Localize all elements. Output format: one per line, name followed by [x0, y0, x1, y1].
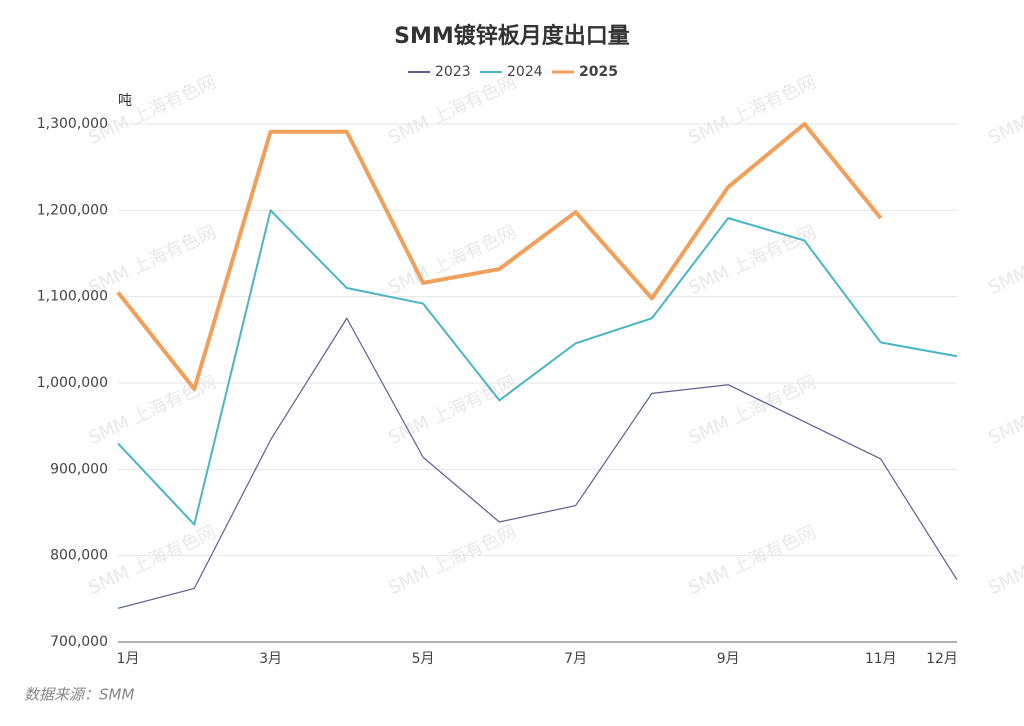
watermark: SMM 上海有色网 — [685, 222, 819, 299]
x-tick-label: 5月 — [412, 651, 435, 667]
x-tick-label: 12月 — [926, 651, 958, 667]
y-tick-label: 800,000 — [50, 548, 108, 564]
x-tick-label: 3月 — [259, 651, 282, 667]
series-line — [117, 209, 958, 526]
y-tick-label: 1,000,000 — [37, 375, 108, 391]
x-tick-label: 7月 — [564, 651, 587, 667]
y-tick-label: 1,100,000 — [37, 289, 108, 305]
watermark: SMM 上海有色网 — [985, 222, 1024, 299]
y-tick-label: 1,300,000 — [37, 116, 108, 132]
y-tick-label: 700,000 — [50, 634, 108, 650]
source: 数据来源：SMM — [24, 686, 134, 704]
watermark: SMM 上海有色网 — [685, 522, 819, 599]
x-tick-label: 1月 — [117, 651, 140, 667]
watermark: SMM 上海有色网 — [985, 522, 1024, 599]
watermark: SMM 上海有色网 — [85, 222, 219, 299]
y-tick-label: 900,000 — [50, 461, 108, 477]
series-line — [116, 122, 883, 392]
watermark: SMM 上海有色网 — [685, 72, 819, 149]
x-tick-label: 9月 — [717, 651, 740, 667]
watermark: SMM 上海有色网 — [385, 72, 519, 149]
y-tick-label: 1,200,000 — [37, 202, 108, 218]
y-unit: 吨 — [118, 93, 132, 109]
watermark: SMM 上海有色网 — [985, 72, 1024, 149]
legend-label: 2025 — [579, 64, 618, 80]
series-line — [117, 317, 958, 609]
chart-title: SMM镀锌板月度出口量 — [394, 23, 630, 49]
legend-label: 2024 — [507, 64, 543, 80]
watermark: SMM 上海有色网 — [85, 72, 219, 149]
x-tick-label: 11月 — [865, 651, 897, 667]
legend-label: 2023 — [435, 64, 471, 80]
watermark: SMM 上海有色网 — [385, 522, 519, 599]
watermark: SMM 上海有色网 — [985, 372, 1024, 449]
watermark: SMM 上海有色网 — [385, 222, 519, 299]
